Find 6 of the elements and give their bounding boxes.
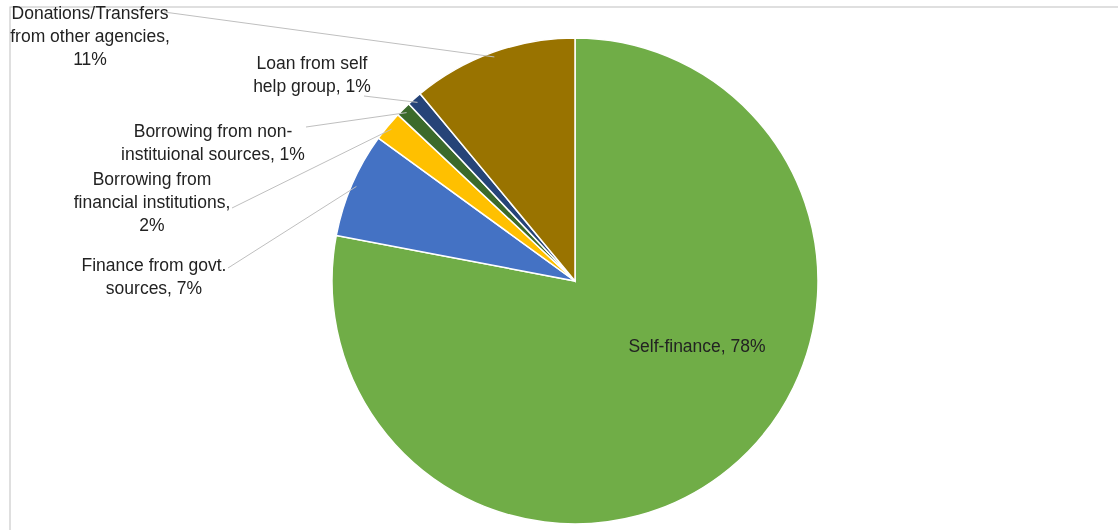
slice-label: Borrowing from financial institutions, 2% — [73, 169, 231, 235]
slice-label: Loan from self help group, 1% — [253, 53, 371, 96]
slice-label: Self-finance, 78% — [628, 336, 766, 356]
slice-label: Donations/Transfers from other agencies, 11% — [10, 3, 170, 69]
slice-label: Borrowing from non-instituional sources, 1% — [121, 121, 305, 164]
slice-label: Finance from govt. sources, 7% — [81, 255, 227, 298]
